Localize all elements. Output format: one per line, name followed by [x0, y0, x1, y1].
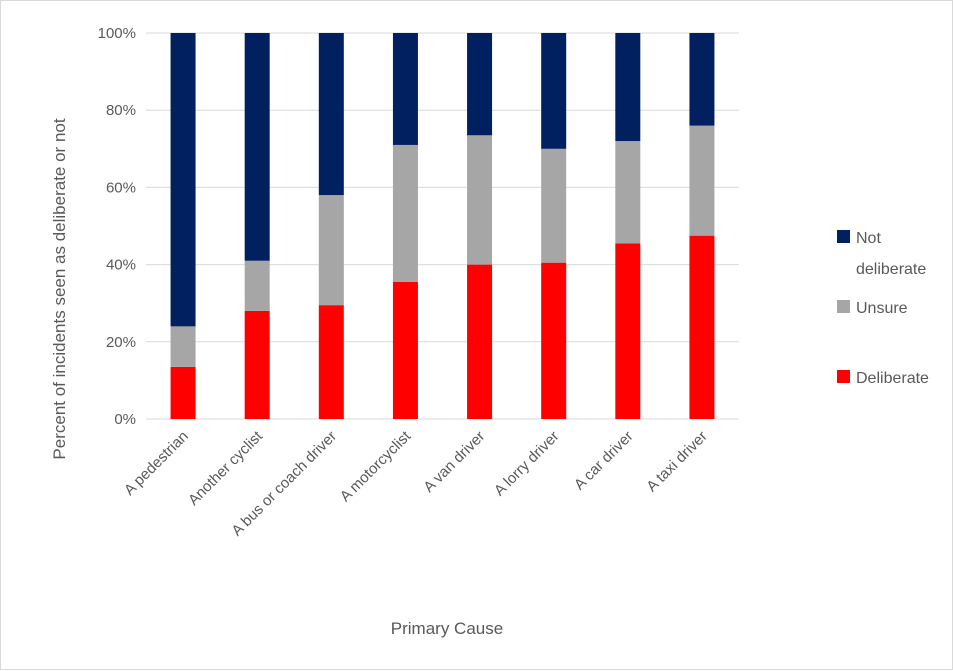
bar-a-pedestrian-not-deliberate — [170, 33, 196, 327]
y-tick-label: 40% — [106, 257, 136, 274]
legend-label-not-deliberate-line2: deliberate — [856, 261, 926, 278]
bar-a-car-driver-not-deliberate — [615, 33, 641, 142]
bar-a-pedestrian-deliberate — [170, 366, 196, 419]
bar-a-taxi-driver-unsure — [689, 125, 715, 236]
y-tick-label: 80% — [106, 102, 136, 119]
y-tick-label: 100% — [98, 25, 136, 42]
bar-a-van-driver-deliberate — [467, 264, 493, 419]
bar-another-cyclist-deliberate — [244, 310, 270, 419]
x-tick-label-another-cyclist: Another cyclist — [185, 427, 267, 509]
bars — [170, 33, 715, 419]
gridlines — [146, 32, 739, 420]
legend-label-unsure: Unsure — [856, 300, 908, 317]
legend-swatch-unsure — [837, 300, 850, 313]
bar-a-motorcyclist-not-deliberate — [392, 33, 418, 145]
bar-a-bus-or-coach-driver-deliberate — [318, 305, 344, 419]
y-axis-title: Percent of incidents seen as deliberate … — [50, 118, 69, 459]
x-tick-label-a-taxi-driver: A taxi driver — [643, 428, 710, 495]
x-tick-label-a-van-driver: A van driver — [420, 428, 488, 496]
bar-a-motorcyclist-unsure — [392, 144, 418, 282]
x-tick-label-a-motorcyclist: A motorcyclist — [337, 427, 415, 505]
legend-label-deliberate: Deliberate — [856, 370, 929, 387]
bar-another-cyclist-not-deliberate — [244, 33, 270, 261]
legend-label-not-deliberate-line1: Not — [856, 230, 881, 247]
x-tick-label-a-pedestrian: A pedestrian — [121, 428, 192, 499]
bar-a-lorry-driver-unsure — [541, 148, 567, 263]
bar-a-pedestrian-unsure — [170, 326, 196, 367]
x-tick-label-a-lorry-driver: A lorry driver — [491, 428, 563, 500]
legend-swatch-deliberate — [837, 370, 850, 383]
bar-a-car-driver-unsure — [615, 141, 641, 244]
bar-a-bus-or-coach-driver-unsure — [318, 195, 344, 306]
y-tick-label: 0% — [114, 411, 136, 428]
x-axis-title: Primary Cause — [391, 619, 503, 638]
bar-a-taxi-driver-not-deliberate — [689, 33, 715, 126]
y-tick-label: 20% — [106, 334, 136, 351]
y-tick-labels: 0% 20% 40% 60% 80% 100% — [98, 25, 136, 428]
bar-a-taxi-driver-deliberate — [689, 235, 715, 419]
bar-a-van-driver-unsure — [467, 135, 493, 265]
legend-swatch-not-deliberate — [837, 230, 850, 243]
bar-a-motorcyclist-deliberate — [392, 281, 418, 419]
bar-a-lorry-driver-deliberate — [541, 262, 567, 419]
bar-a-lorry-driver-not-deliberate — [541, 33, 567, 149]
y-tick-label: 60% — [106, 179, 136, 196]
bar-a-van-driver-not-deliberate — [467, 33, 493, 136]
bar-a-car-driver-deliberate — [615, 243, 641, 419]
legend: Not deliberate Unsure Deliberate — [837, 230, 929, 387]
bar-another-cyclist-unsure — [244, 260, 270, 311]
bar-a-bus-or-coach-driver-not-deliberate — [318, 33, 344, 196]
x-tick-label-a-car-driver: A car driver — [571, 428, 637, 494]
